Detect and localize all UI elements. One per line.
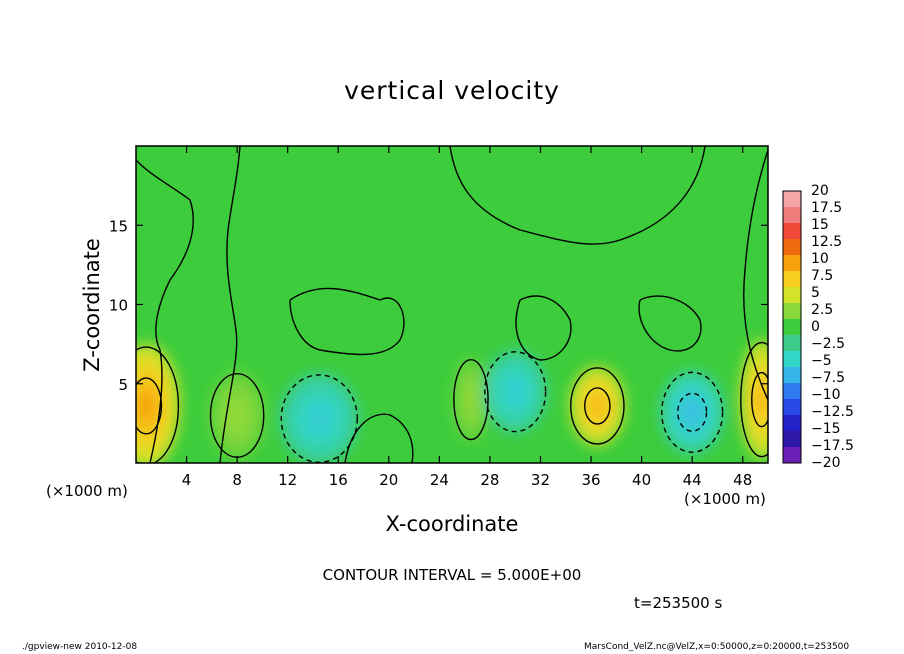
y-tick-label: 5	[118, 376, 128, 394]
contour-line	[677, 392, 708, 432]
colorbar-swatch	[783, 271, 801, 288]
zero-contour	[515, 295, 572, 361]
x-tick-label: 28	[480, 471, 499, 489]
x-tick-label: 40	[632, 471, 651, 489]
colorbar-swatch	[783, 447, 801, 464]
field-blob	[466, 389, 476, 411]
colorbar-swatch	[783, 255, 801, 272]
field-blob	[507, 381, 524, 403]
colorbar-label: 10	[811, 251, 829, 267]
colorbar-label: −10	[811, 387, 841, 403]
zero-contour	[219, 146, 241, 463]
contour-interval: CONTOUR INTERVAL = 5.000E+00	[322, 566, 582, 584]
contour-line	[661, 371, 724, 453]
x-tick-label: 48	[733, 471, 752, 489]
x-tick-label: 24	[430, 471, 449, 489]
z-unit-label: (×1000 m)	[684, 490, 766, 508]
x-tick-label: 16	[329, 471, 348, 489]
contour-line	[484, 351, 547, 433]
zero-contour	[743, 149, 768, 401]
field-blob	[756, 384, 768, 415]
colorbar-swatch	[783, 303, 801, 320]
velocity-field	[136, 146, 768, 463]
x-axis-label: X-coordinate	[385, 512, 519, 536]
y-tick-label: 10	[109, 297, 128, 315]
colorbar-swatch	[783, 431, 801, 448]
colorbar-label: 12.5	[811, 234, 843, 250]
colorbar-swatch	[783, 383, 801, 400]
colorbar-label: 17.5	[811, 200, 843, 216]
colorbar-label: −7.5	[811, 370, 845, 386]
footer-left: ./gpview-new 2010-12-08	[22, 642, 138, 652]
colorbar	[782, 190, 802, 464]
contour-line	[136, 377, 163, 435]
contour-line	[453, 359, 489, 441]
colorbar-label: −2.5	[811, 336, 845, 352]
colorbar-swatch	[783, 319, 801, 336]
x-tick-label: 8	[232, 471, 242, 489]
field-blob	[137, 390, 155, 422]
colorbar-swatch	[783, 287, 801, 304]
colorbar-swatch	[783, 399, 801, 416]
zero-contour	[638, 295, 702, 352]
colorbar-frame	[782, 190, 802, 464]
colorbar-label: 2.5	[811, 302, 834, 318]
x-unit-label: (×1000 m)	[46, 482, 128, 500]
colorbar-swatch	[783, 415, 801, 432]
zero-contour	[289, 287, 405, 356]
colorbar-swatch	[783, 367, 801, 384]
colorbar-label: 0	[811, 319, 820, 335]
colorbar-label: 7.5	[811, 268, 834, 284]
colorbar-label: −12.5	[811, 404, 854, 420]
y-tick-label: 15	[109, 217, 128, 235]
x-tick-label: 32	[531, 471, 550, 489]
zero-contour	[136, 159, 194, 463]
chart-title: vertical velocity	[344, 76, 560, 105]
contour-line	[136, 346, 180, 463]
colorbar-swatch	[783, 335, 801, 352]
colorbar-swatch	[783, 207, 801, 224]
field-blob	[309, 407, 330, 431]
field-blob	[230, 404, 245, 427]
colorbar-swatch	[783, 223, 801, 240]
x-tick-label: 44	[683, 471, 702, 489]
colorbar-swatch	[783, 351, 801, 368]
colorbar-swatch	[783, 191, 801, 208]
x-tick-label: 36	[581, 471, 600, 489]
colorbar-label: 15	[811, 217, 829, 233]
contour-line	[584, 387, 611, 425]
colorbar-label: 5	[811, 285, 820, 301]
zero-contour	[344, 413, 414, 463]
y-axis-label: Z-coordinate	[80, 238, 104, 372]
x-tick-label: 12	[278, 471, 297, 489]
contour-line	[751, 371, 768, 428]
contour-line	[740, 341, 768, 458]
field-blob	[590, 395, 605, 416]
field-blob	[684, 401, 701, 423]
footer-right: MarsCond_VelZ.nc@VelZ,x=0:50000,z=0:2000…	[584, 642, 850, 652]
colorbar-swatch	[783, 239, 801, 256]
x-tick-label: 20	[379, 471, 398, 489]
x-tick-label: 4	[182, 471, 192, 489]
colorbar-label: −17.5	[811, 438, 854, 454]
colorbar-label: −5	[811, 353, 832, 369]
colorbar-label: 20	[811, 183, 829, 199]
time-stamp: t=253500 s	[634, 594, 723, 612]
colorbar-label: −15	[811, 421, 841, 437]
contour-line	[570, 367, 625, 445]
colorbar-label: −20	[811, 455, 841, 471]
zero-contour	[449, 146, 706, 245]
